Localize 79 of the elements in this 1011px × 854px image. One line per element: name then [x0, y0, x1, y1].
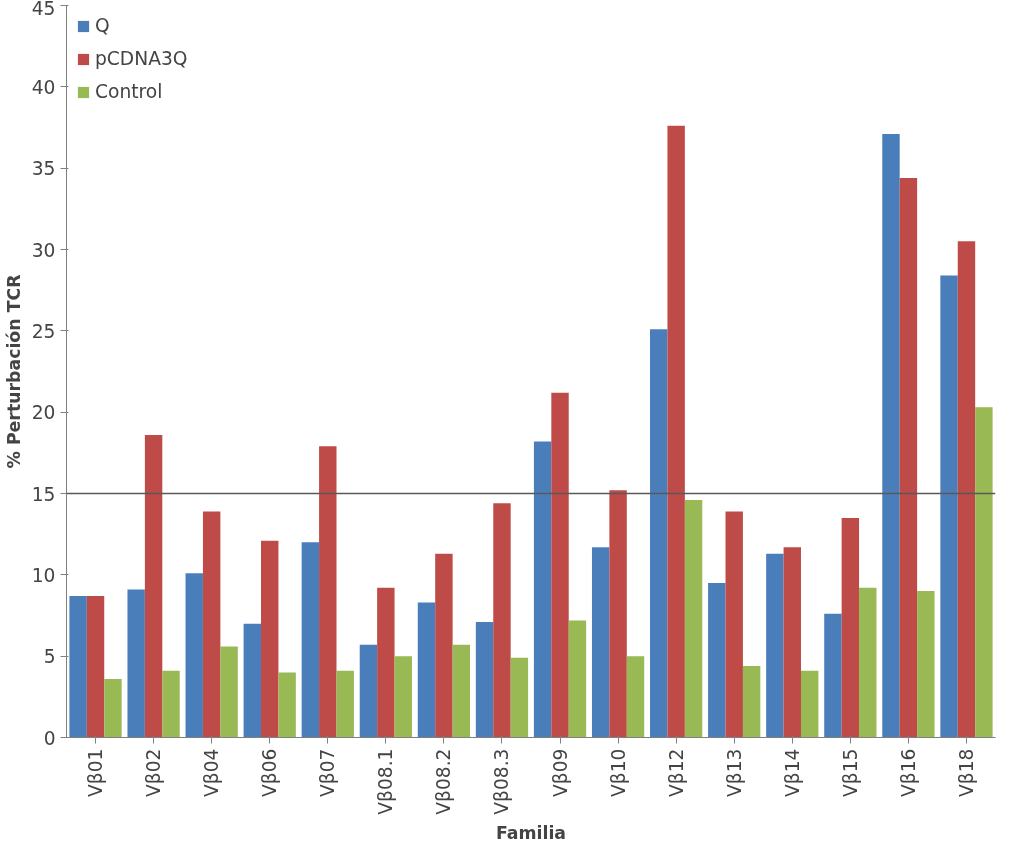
bar	[824, 613, 842, 738]
bar	[435, 553, 453, 738]
bar	[940, 275, 958, 738]
x-tick-label: Vβ08.2	[433, 748, 455, 815]
y-tick-label: 25	[31, 320, 56, 342]
bar	[319, 446, 337, 738]
bar	[708, 582, 726, 738]
x-tick-label: Vβ12	[665, 748, 687, 797]
bar	[162, 670, 180, 738]
bar	[510, 657, 529, 738]
bar	[359, 644, 378, 738]
bar	[127, 589, 145, 738]
x-tick-label: Vβ01	[85, 748, 107, 797]
bar	[69, 595, 87, 738]
bar	[394, 656, 412, 738]
bar	[533, 441, 552, 738]
y-tick-label: 35	[31, 158, 56, 180]
bar	[841, 517, 860, 738]
bar	[278, 672, 296, 738]
bar	[626, 656, 645, 738]
bar	[86, 595, 105, 738]
bar	[493, 503, 511, 738]
y-tick-label: 5	[43, 646, 56, 668]
x-tick-label: Vβ04	[201, 748, 223, 797]
bar	[766, 553, 784, 738]
bar	[650, 329, 668, 738]
x-tick-label: Vβ09	[549, 748, 571, 797]
bar	[202, 511, 221, 738]
x-tick-label: Vβ14	[781, 748, 803, 797]
bar	[185, 573, 203, 738]
y-tick-label: 10	[31, 564, 56, 586]
bar	[551, 392, 569, 738]
bar	[336, 670, 354, 738]
bar	[783, 547, 801, 738]
x-tick-label: Vβ07	[317, 748, 339, 797]
bar	[568, 620, 587, 738]
y-axis-title: % Perturbación TCR	[3, 274, 24, 469]
bar	[667, 125, 685, 738]
y-tick-label: 45	[31, 0, 56, 19]
bar	[609, 490, 627, 738]
bar	[243, 623, 262, 738]
x-axis-title: Familia	[495, 822, 567, 843]
x-tick-label: Vβ18	[955, 748, 977, 797]
bar	[104, 678, 122, 738]
y-tick-label: 15	[31, 483, 56, 505]
bar	[377, 587, 395, 738]
bar	[899, 177, 918, 738]
bar	[220, 646, 238, 738]
y-tick-label: 40	[31, 76, 56, 98]
x-tick-label: Vβ16	[897, 748, 919, 797]
bar	[957, 241, 976, 738]
y-tick-label: 0	[43, 727, 56, 749]
bar	[742, 665, 761, 738]
x-tick-label: Vβ10	[607, 748, 629, 797]
bar	[859, 587, 877, 738]
bar	[591, 547, 610, 738]
y-tick-label: 20	[31, 402, 56, 424]
bar	[452, 644, 471, 738]
bar	[261, 540, 279, 738]
bar	[975, 407, 993, 738]
legend-label: pCDNA3Q	[95, 48, 188, 69]
x-tick-label: Vβ13	[723, 748, 745, 797]
bar	[882, 134, 900, 738]
x-tick-label: Vβ15	[839, 748, 861, 797]
x-tick-label: Vβ02	[143, 748, 165, 797]
bar	[417, 602, 436, 738]
bar	[475, 622, 494, 738]
x-tick-label: Vβ08.3	[491, 748, 513, 815]
x-tick-label: Vβ06	[259, 748, 281, 797]
x-tick-label: Vβ08.1	[375, 748, 397, 815]
bar	[144, 434, 163, 738]
bar	[684, 500, 703, 738]
bar	[800, 670, 819, 738]
bar	[725, 511, 743, 738]
legend-label: Control	[95, 81, 163, 102]
bar	[301, 542, 320, 738]
bar	[917, 591, 935, 738]
legend-label: Q	[95, 15, 111, 36]
y-tick-label: 30	[31, 239, 56, 261]
